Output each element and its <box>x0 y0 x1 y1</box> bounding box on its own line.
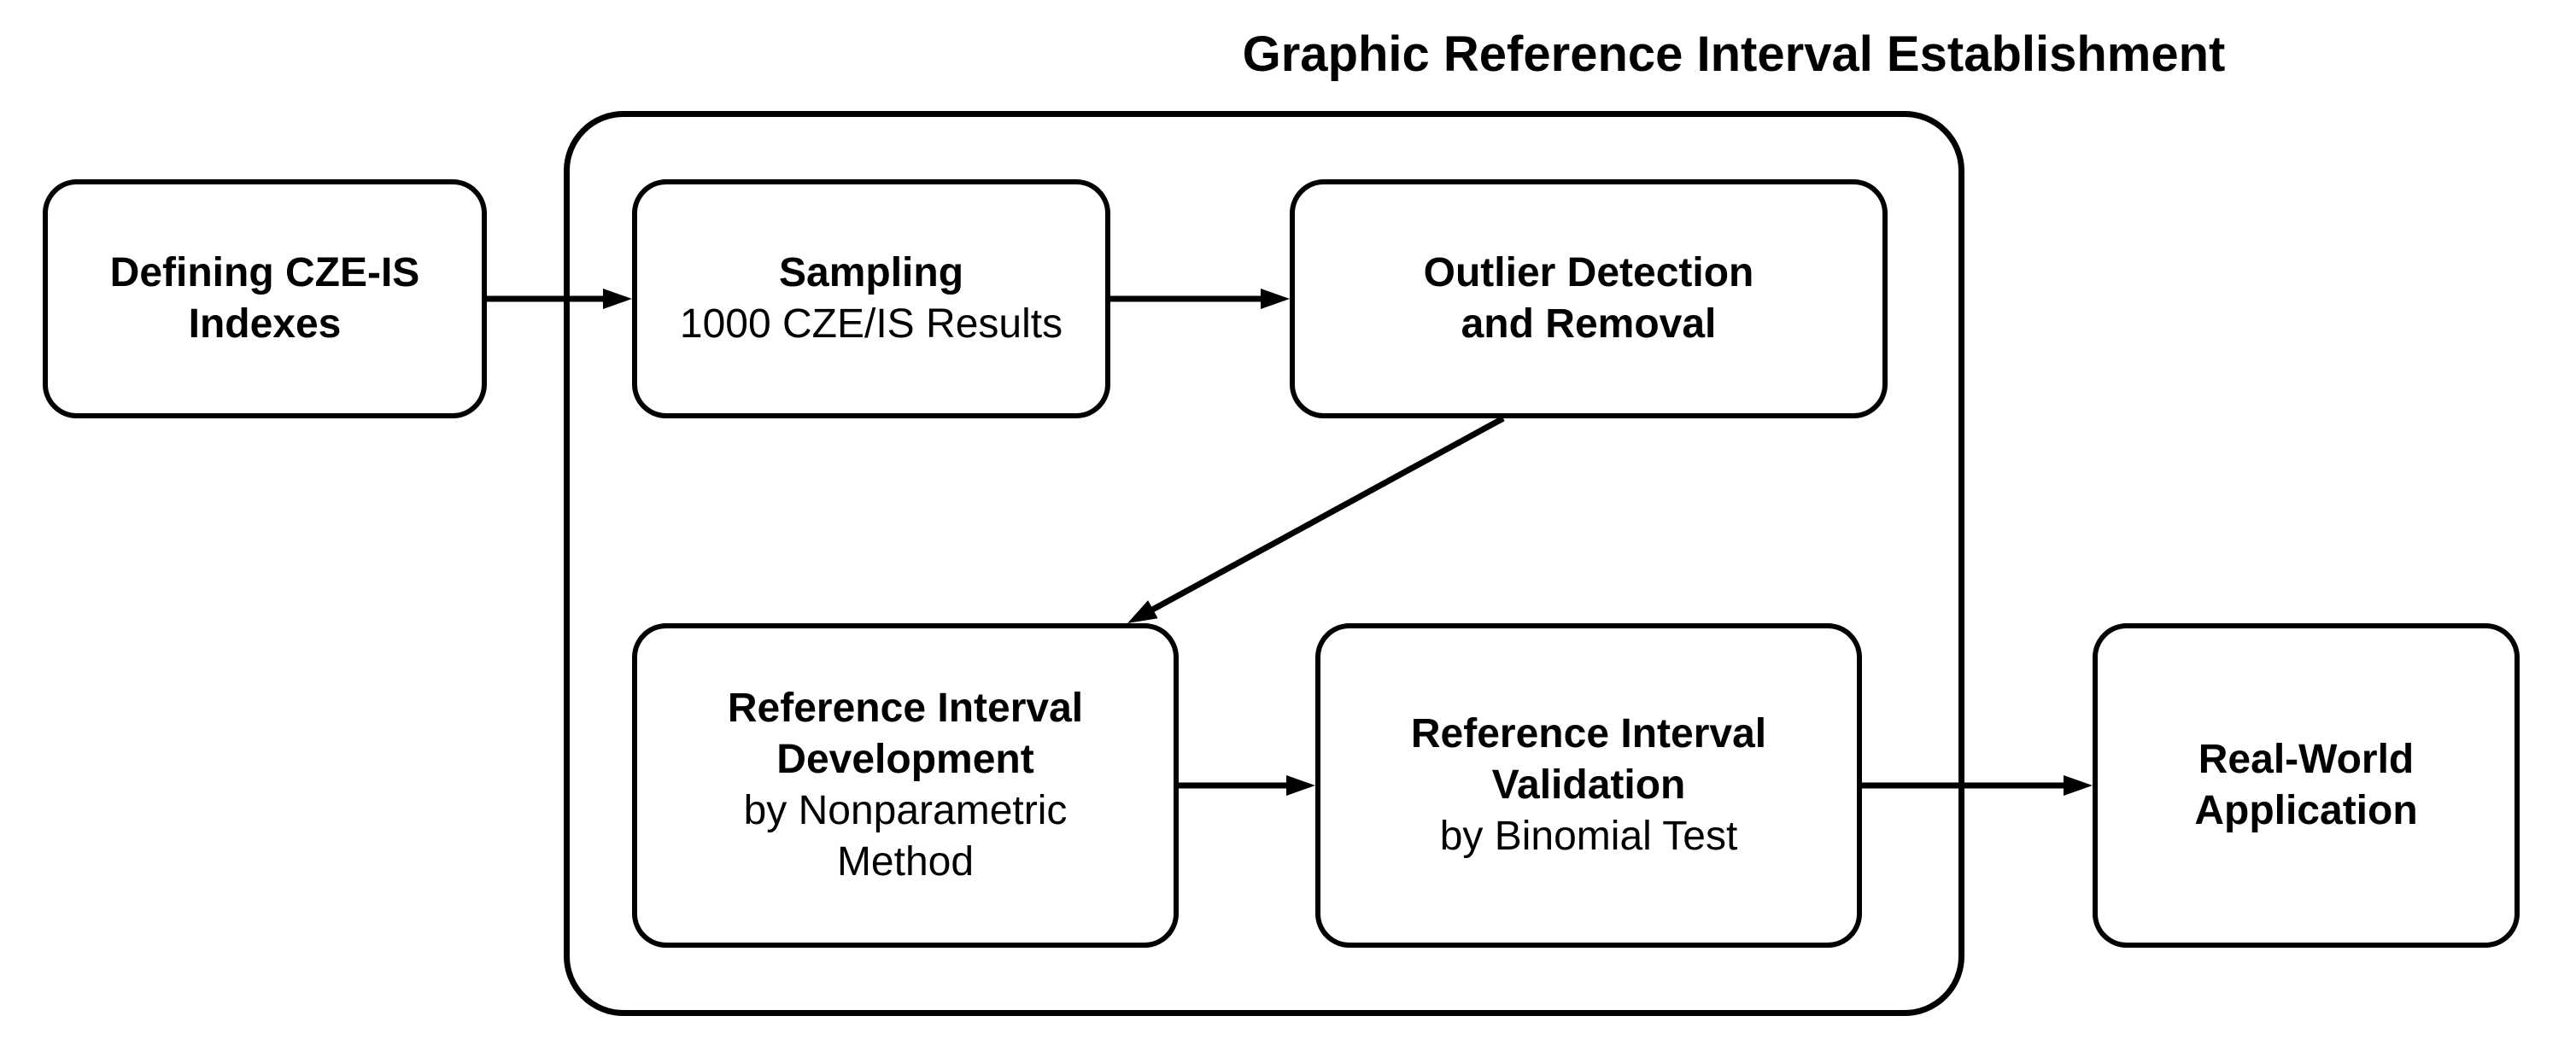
node-ri_dev-line: Method <box>837 837 974 888</box>
node-realworld: Real-WorldApplication <box>2093 623 2520 948</box>
node-ri_val: Reference IntervalValidationby Binomial … <box>1315 623 1862 948</box>
node-defining-line: Defining CZE-IS <box>110 248 420 299</box>
node-ri_dev-line: Development <box>776 734 1033 785</box>
node-sampling: Sampling1000 CZE/IS Results <box>632 179 1110 418</box>
node-sampling-line: Sampling <box>779 248 963 299</box>
node-ri_dev-line: by Nonparametric <box>744 785 1068 837</box>
node-outlier: Outlier Detectionand Removal <box>1290 179 1888 418</box>
node-defining: Defining CZE-ISIndexes <box>43 179 487 418</box>
diagram-title: Graphic Reference Interval Establishment <box>1179 26 2289 83</box>
flowchart-canvas: Graphic Reference Interval Establishment… <box>0 0 2576 1051</box>
node-defining-line: Indexes <box>189 299 342 350</box>
node-ri_dev-line: Reference Interval <box>728 683 1083 734</box>
node-realworld-line: Application <box>2194 785 2417 837</box>
node-ri_val-line: by Binomial Test <box>1440 811 1738 862</box>
node-ri_val-line: Reference Interval <box>1411 709 1766 760</box>
node-outlier-line: and Removal <box>1461 299 1717 350</box>
node-ri_dev: Reference IntervalDevelopmentby Nonparam… <box>632 623 1179 948</box>
node-outlier-line: Outlier Detection <box>1424 248 1754 299</box>
node-realworld-line: Real-World <box>2198 734 2414 785</box>
node-ri_val-line: Validation <box>1492 760 1686 811</box>
node-sampling-line: 1000 CZE/IS Results <box>680 299 1063 350</box>
